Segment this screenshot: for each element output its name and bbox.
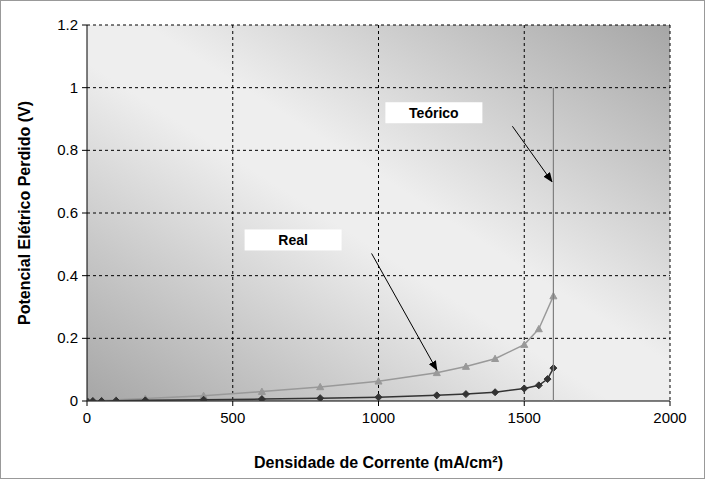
tick: [524, 401, 525, 406]
tick: [87, 401, 88, 406]
tick-label: 0.8: [57, 141, 78, 158]
marker: [375, 394, 382, 401]
grid-line: [87, 25, 670, 26]
plot-area: [87, 25, 670, 401]
annotation-arrow: [512, 126, 552, 181]
grid-line: [87, 275, 670, 276]
marker: [258, 396, 265, 401]
tick: [670, 401, 671, 406]
grid-line: [378, 25, 379, 401]
tick: [232, 401, 233, 406]
annotation-text: Real: [278, 232, 308, 248]
tick: [82, 25, 87, 26]
annotation-arrow: [372, 253, 437, 370]
marker: [433, 392, 440, 399]
tick-label: 1.2: [57, 16, 78, 33]
marker: [113, 397, 120, 401]
marker: [375, 378, 382, 384]
tick-label: 1: [70, 79, 78, 96]
marker: [492, 355, 499, 361]
series-line: [553, 88, 554, 401]
marker: [200, 396, 207, 401]
y-axis-title: Potencial Elétrico Perdido (V): [16, 101, 33, 325]
tick-label: 1000: [362, 409, 395, 426]
marker: [544, 376, 551, 383]
annotation-box: [245, 229, 342, 250]
series-line: [87, 296, 553, 401]
tick-label: 0.2: [57, 329, 78, 346]
marker: [462, 391, 469, 398]
tick-label: 2000: [653, 409, 686, 426]
grid-line: [87, 150, 670, 151]
tick: [82, 338, 87, 339]
marker: [98, 398, 105, 402]
annotation-text: Teórico: [409, 105, 459, 121]
tick-label: 0: [70, 392, 78, 409]
marker: [89, 398, 96, 402]
tick: [378, 401, 379, 406]
plot-marks: [87, 88, 557, 401]
y-axis: [87, 25, 88, 401]
tick: [82, 150, 87, 151]
tick-label: 1500: [508, 409, 541, 426]
marker: [535, 382, 542, 389]
tick-label: 0.4: [57, 267, 78, 284]
grid-line: [87, 87, 670, 88]
grid-line: [87, 213, 670, 214]
tick: [82, 213, 87, 214]
marker: [492, 389, 499, 396]
marker: [521, 385, 528, 392]
tick-label: 0.6: [57, 204, 78, 221]
chart-frame: [1, 1, 705, 479]
series-line: [87, 368, 553, 401]
annotation-box: [385, 102, 482, 123]
tick: [82, 401, 87, 402]
marker: [521, 341, 528, 347]
tick: [82, 87, 87, 88]
marker: [462, 363, 469, 369]
grid-line: [87, 338, 670, 339]
marker: [142, 397, 149, 401]
tick: [82, 275, 87, 276]
marker: [258, 388, 265, 394]
tick-label: 500: [220, 409, 245, 426]
marker: [317, 395, 324, 401]
marker: [433, 369, 440, 375]
marker: [535, 325, 542, 331]
marker: [317, 383, 324, 389]
x-axis-title: Densidade de Corrente (mA/cm²): [254, 454, 503, 471]
tick-label: 0: [83, 409, 91, 426]
